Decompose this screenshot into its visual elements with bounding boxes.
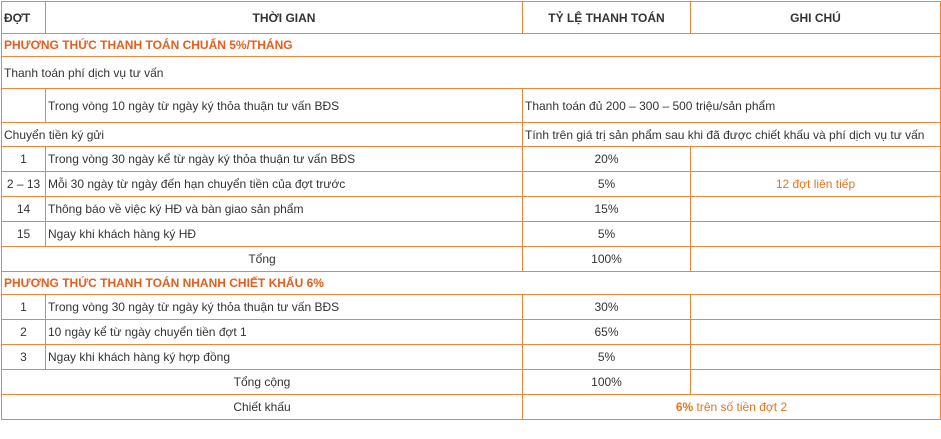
note-cell [690, 196, 941, 222]
note-cell [690, 344, 941, 370]
header-time: THỜI GIAN [45, 1, 523, 34]
total-label: Tổng [1, 246, 523, 272]
rate-cell: 5% [522, 171, 691, 197]
plan1-section-row: PHƯƠNG THỨC THANH TOÁN CHUẨN 5%/THÁNG [1, 33, 941, 57]
rate-cell: 65% [522, 319, 691, 345]
consult-fee-row: Thanh toán phí dịch vụ tư vấn [1, 56, 941, 89]
deposit-label: Chuyển tiền ký gửi [1, 122, 523, 147]
note-cell: 12 đợt liên tiếp [690, 171, 941, 197]
phase-cell: 1 [1, 294, 46, 320]
phase-cell: 15 [1, 221, 46, 247]
plan1-title: PHƯƠNG THỨC THANH TOÁN CHUẨN 5%/THÁNG [1, 33, 941, 57]
plan2-section-row: PHƯƠNG THỨC THANH TOÁN NHANH CHIẾT KHẤU … [1, 271, 941, 295]
deposit-note: Tính trên giá trị sản phẩm sau khi đã đư… [522, 122, 941, 147]
discount-cell: 6% trên số tiền đợt 2 [522, 394, 941, 420]
time-cell: Thông báo về việc ký HĐ và bàn giao sản … [45, 196, 523, 222]
table-row: 2 – 13 Mỗi 30 ngày từ ngày đến hạn chuyể… [1, 171, 941, 197]
consult-phase-cell [1, 88, 46, 123]
note-cell [690, 294, 941, 320]
header-row: ĐỢT THỜI GIAN TỶ LỆ THANH TOÁN GHI CHÚ [1, 1, 941, 34]
phase-cell: 3 [1, 344, 46, 370]
note-cell [690, 221, 941, 247]
phase-cell: 1 [1, 146, 46, 172]
header-phase: ĐỢT [1, 1, 46, 34]
table-row: 2 10 ngày kể từ ngày chuyển tiền đợt 1 6… [1, 319, 941, 345]
payment-schedule-table: ĐỢT THỜI GIAN TỶ LỆ THANH TOÁN GHI CHÚ P… [1, 1, 941, 420]
phase-cell: 14 [1, 196, 46, 222]
consult-amount: Thanh toán đủ 200 – 300 – 500 triệu/sản … [522, 88, 941, 123]
time-cell: Trong vòng 30 ngày kể từ ngày ký thỏa th… [45, 146, 523, 172]
time-cell: Ngay khi khách hàng ký hợp đồng [45, 344, 523, 370]
plan2-total-row: Tổng cộng 100% [1, 369, 941, 395]
time-cell: Trong vòng 30 ngày từ ngày ký thỏa thuận… [45, 294, 523, 320]
time-cell: Mỗi 30 ngày từ ngày đến hạn chuyển tiền … [45, 171, 523, 197]
phase-cell: 2 [1, 319, 46, 345]
table-row: 3 Ngay khi khách hàng ký hợp đồng 5% [1, 344, 941, 370]
consult-time-row: Trong vòng 10 ngày từ ngày ký thỏa thuận… [1, 88, 941, 123]
total-label: Tổng cộng [1, 369, 523, 395]
rate-cell: 5% [522, 221, 691, 247]
discount-row: Chiết khấu 6% trên số tiền đợt 2 [1, 394, 941, 420]
total-note-cell [690, 369, 941, 395]
phase-cell: 2 – 13 [1, 171, 46, 197]
header-note: GHI CHÚ [690, 1, 941, 34]
rate-cell: 5% [522, 344, 691, 370]
time-cell: 10 ngày kể từ ngày chuyển tiền đợt 1 [45, 319, 523, 345]
total-note-cell [690, 246, 941, 272]
discount-label: Chiết khấu [1, 394, 523, 420]
plan2-title: PHƯƠNG THỨC THANH TOÁN NHANH CHIẾT KHẤU … [1, 271, 941, 295]
note-cell [690, 146, 941, 172]
deposit-row: Chuyển tiền ký gửi Tính trên giá trị sản… [1, 122, 941, 147]
plan1-total-row: Tổng 100% [1, 246, 941, 272]
note-cell [690, 319, 941, 345]
rate-cell: 20% [522, 146, 691, 172]
header-rate: TỶ LỆ THANH TOÁN [522, 1, 691, 34]
rate-cell: 15% [522, 196, 691, 222]
total-value: 100% [522, 246, 691, 272]
consult-time: Trong vòng 10 ngày từ ngày ký thỏa thuận… [45, 88, 523, 123]
table-row: 1 Trong vòng 30 ngày từ ngày ký thỏa thu… [1, 294, 941, 320]
table-row: 14 Thông báo về việc ký HĐ và bàn giao s… [1, 196, 941, 222]
discount-text: trên số tiền đợt 2 [693, 400, 788, 414]
rate-cell: 30% [522, 294, 691, 320]
discount-value: 6% [675, 400, 694, 414]
table-row: 1 Trong vòng 30 ngày kể từ ngày ký thỏa … [1, 146, 941, 172]
time-cell: Ngay khi khách hàng ký HĐ [45, 221, 523, 247]
total-value: 100% [522, 369, 691, 395]
consult-fee-label: Thanh toán phí dịch vụ tư vấn [1, 56, 941, 89]
table-row: 15 Ngay khi khách hàng ký HĐ 5% [1, 221, 941, 247]
